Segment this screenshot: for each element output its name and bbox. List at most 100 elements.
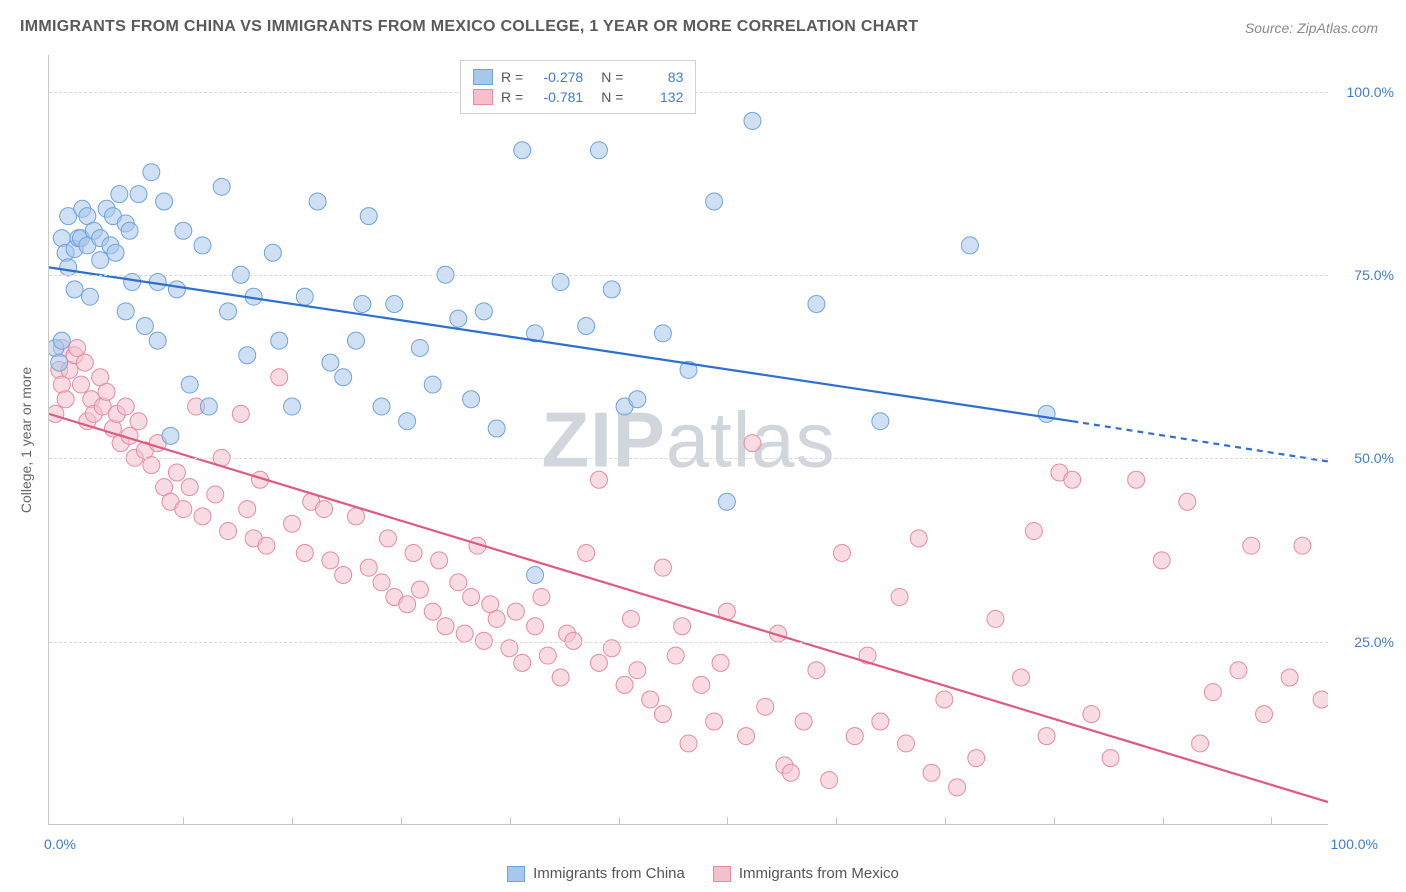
data-point[interactable] [680,361,697,378]
data-point[interactable] [220,303,237,320]
data-point[interactable] [168,464,185,481]
data-point[interactable] [680,735,697,752]
data-point[interactable] [514,654,531,671]
data-point[interactable] [335,567,352,584]
data-point[interactable] [175,501,192,518]
data-point[interactable] [1243,537,1260,554]
data-point[interactable] [53,332,70,349]
data-point[interactable] [252,471,269,488]
data-point[interactable] [1204,684,1221,701]
data-point[interactable] [463,391,480,408]
data-point[interactable] [322,354,339,371]
data-point[interactable] [149,332,166,349]
data-point[interactable] [693,676,710,693]
data-point[interactable] [539,647,556,664]
data-point[interactable] [239,501,256,518]
data-point[interactable] [891,588,908,605]
data-point[interactable] [859,647,876,664]
data-point[interactable] [207,486,224,503]
data-point[interactable] [181,479,198,496]
data-point[interactable] [706,713,723,730]
data-point[interactable] [258,537,275,554]
data-point[interactable] [130,186,147,203]
data-point[interactable] [654,325,671,342]
data-point[interactable] [1038,405,1055,422]
data-point[interactable] [1313,691,1328,708]
data-point[interactable] [872,413,889,430]
data-point[interactable] [949,779,966,796]
data-point[interactable] [961,237,978,254]
data-point[interactable] [821,772,838,789]
data-point[interactable] [1128,471,1145,488]
data-point[interactable] [674,618,691,635]
data-point[interactable] [1102,750,1119,767]
data-point[interactable] [213,178,230,195]
data-point[interactable] [833,545,850,562]
data-point[interactable] [168,281,185,298]
data-point[interactable] [654,559,671,576]
data-point[interactable] [1083,706,1100,723]
data-point[interactable] [654,706,671,723]
data-point[interactable] [271,332,288,349]
data-point[interactable] [590,471,607,488]
data-point[interactable] [143,164,160,181]
data-point[interactable] [411,581,428,598]
data-point[interactable] [399,596,416,613]
data-point[interactable] [590,654,607,671]
data-point[interactable] [590,142,607,159]
data-point[interactable] [475,303,492,320]
data-point[interactable] [1179,493,1196,510]
data-point[interactable] [347,508,364,525]
data-point[interactable] [411,339,428,356]
data-point[interactable] [220,523,237,540]
data-point[interactable] [744,435,761,452]
data-point[interactable] [507,603,524,620]
data-point[interactable] [322,552,339,569]
data-point[interactable] [245,288,262,305]
data-point[interactable] [309,193,326,210]
data-point[interactable] [552,274,569,291]
data-point[interactable] [232,405,249,422]
data-point[interactable] [463,588,480,605]
data-point[interactable] [450,310,467,327]
data-point[interactable] [379,530,396,547]
data-point[interactable] [616,676,633,693]
data-point[interactable] [738,728,755,745]
data-point[interactable] [121,427,138,444]
data-point[interactable] [1038,728,1055,745]
data-point[interactable] [1230,662,1247,679]
data-point[interactable] [578,545,595,562]
data-point[interactable] [782,764,799,781]
data-point[interactable] [111,186,128,203]
data-point[interactable] [1256,706,1273,723]
data-point[interactable] [284,515,301,532]
data-point[interactable] [284,398,301,415]
data-point[interactable] [156,193,173,210]
data-point[interactable] [488,420,505,437]
data-point[interactable] [98,383,115,400]
data-point[interactable] [66,281,83,298]
data-point[interactable] [239,347,256,364]
data-point[interactable] [92,252,109,269]
data-point[interactable] [162,427,179,444]
data-point[interactable] [405,545,422,562]
data-point[interactable] [1153,552,1170,569]
data-point[interactable] [1064,471,1081,488]
data-point[interactable] [431,552,448,569]
data-point[interactable] [770,625,787,642]
data-point[interactable] [897,735,914,752]
data-point[interactable] [514,142,531,159]
data-point[interactable] [347,332,364,349]
data-point[interactable] [1013,669,1030,686]
data-point[interactable] [437,618,454,635]
data-point[interactable] [51,354,68,371]
data-point[interactable] [49,405,64,422]
data-point[interactable] [552,669,569,686]
data-point[interactable] [130,413,147,430]
data-point[interactable] [450,574,467,591]
data-point[interactable] [578,317,595,334]
data-point[interactable] [360,208,377,225]
data-point[interactable] [718,493,735,510]
data-point[interactable] [149,274,166,291]
data-point[interactable] [1192,735,1209,752]
